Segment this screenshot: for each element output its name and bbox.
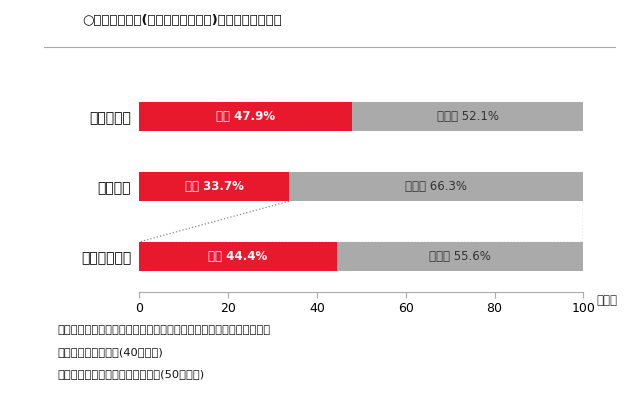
Text: ○建物状況調査(インスペクション)について（択一）: ○建物状況調査(インスペクション)について（択一） [82,14,282,27]
Text: もらえば良かった(40代女性): もらえば良かった(40代女性) [57,348,163,357]
Bar [139,172,289,201]
Text: はい 33.7%: はい 33.7% [185,180,243,193]
Text: はい 44.4%: はい 44.4% [209,250,268,263]
Bar [352,102,583,131]
Text: いいえ 52.1%: いいえ 52.1% [437,110,499,123]
Bar [337,242,583,271]
Bar [139,102,352,131]
Text: いいえ 55.6%: いいえ 55.6% [429,250,491,263]
Text: いいえ 66.3%: いいえ 66.3% [405,180,467,193]
Bar [139,242,337,271]
Text: ・シロアリ検査をすれば良かった(50代女性): ・シロアリ検査をすれば良かった(50代女性) [57,369,204,379]
Text: （％）: （％） [597,294,618,307]
Bar [289,172,583,201]
Text: ・後から修繕が必要な所がでたので、最初に専門の人にチェックして: ・後から修繕が必要な所がでたので、最初に専門の人にチェックして [57,325,270,335]
Text: はい 47.9%: はい 47.9% [216,110,275,123]
